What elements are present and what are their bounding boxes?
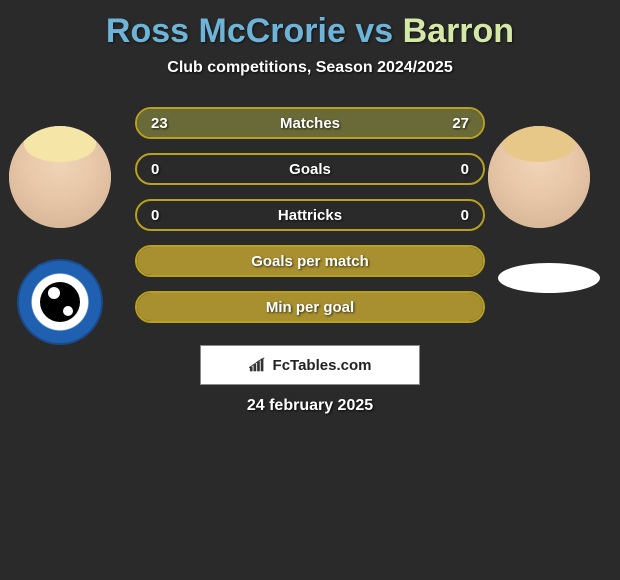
stat-label: Goals [289, 161, 331, 178]
club-motto: CONFIDEMUS [19, 265, 101, 271]
brand-attribution[interactable]: FcTables.com [200, 345, 420, 385]
stat-label: Goals per match [251, 253, 369, 270]
player1-name: Ross McCrorie [106, 12, 346, 50]
stat-label: Min per goal [266, 299, 354, 316]
stat-rows: 23 Matches 27 0 Goals 0 0 Hattricks 0 Goals per m… [135, 107, 485, 323]
brand-name: FcTables.com [273, 357, 372, 374]
stat-value-right: 0 [461, 161, 469, 178]
chart-icon [249, 357, 267, 373]
player2-avatar [488, 126, 590, 228]
player1-avatar [9, 126, 111, 228]
stat-row: 23 Matches 27 [135, 107, 485, 139]
stat-row: 0 Goals 0 [135, 153, 485, 185]
stat-row: Goals per match [135, 245, 485, 277]
vs-text: vs [346, 12, 403, 50]
subtitle: Club competitions, Season 2024/2025 [0, 59, 620, 77]
stat-value-left: 0 [151, 161, 159, 178]
stat-value-left: 0 [151, 207, 159, 224]
stat-row: 0 Hattricks 0 [135, 199, 485, 231]
stat-value-right: 0 [461, 207, 469, 224]
stat-value-left: 23 [151, 115, 168, 132]
player2-club-badge [498, 263, 600, 293]
comparison-card: Ross McCrorie vs Barron Club competition… [0, 0, 620, 425]
stat-label: Hattricks [278, 207, 342, 224]
stat-label: Matches [280, 115, 340, 132]
player1-club-badge: CONFIDEMUS [17, 259, 103, 345]
player2-name: Barron [403, 12, 514, 50]
stats-area: CONFIDEMUS 23Matches270Goals00Hattricks0… [0, 107, 620, 323]
date: 24 february 2025 [0, 397, 620, 415]
page-title: Ross McCrorie vs Barron [0, 12, 620, 51]
stat-value-right: 27 [452, 115, 469, 132]
stat-row: Min per goal [135, 291, 485, 323]
